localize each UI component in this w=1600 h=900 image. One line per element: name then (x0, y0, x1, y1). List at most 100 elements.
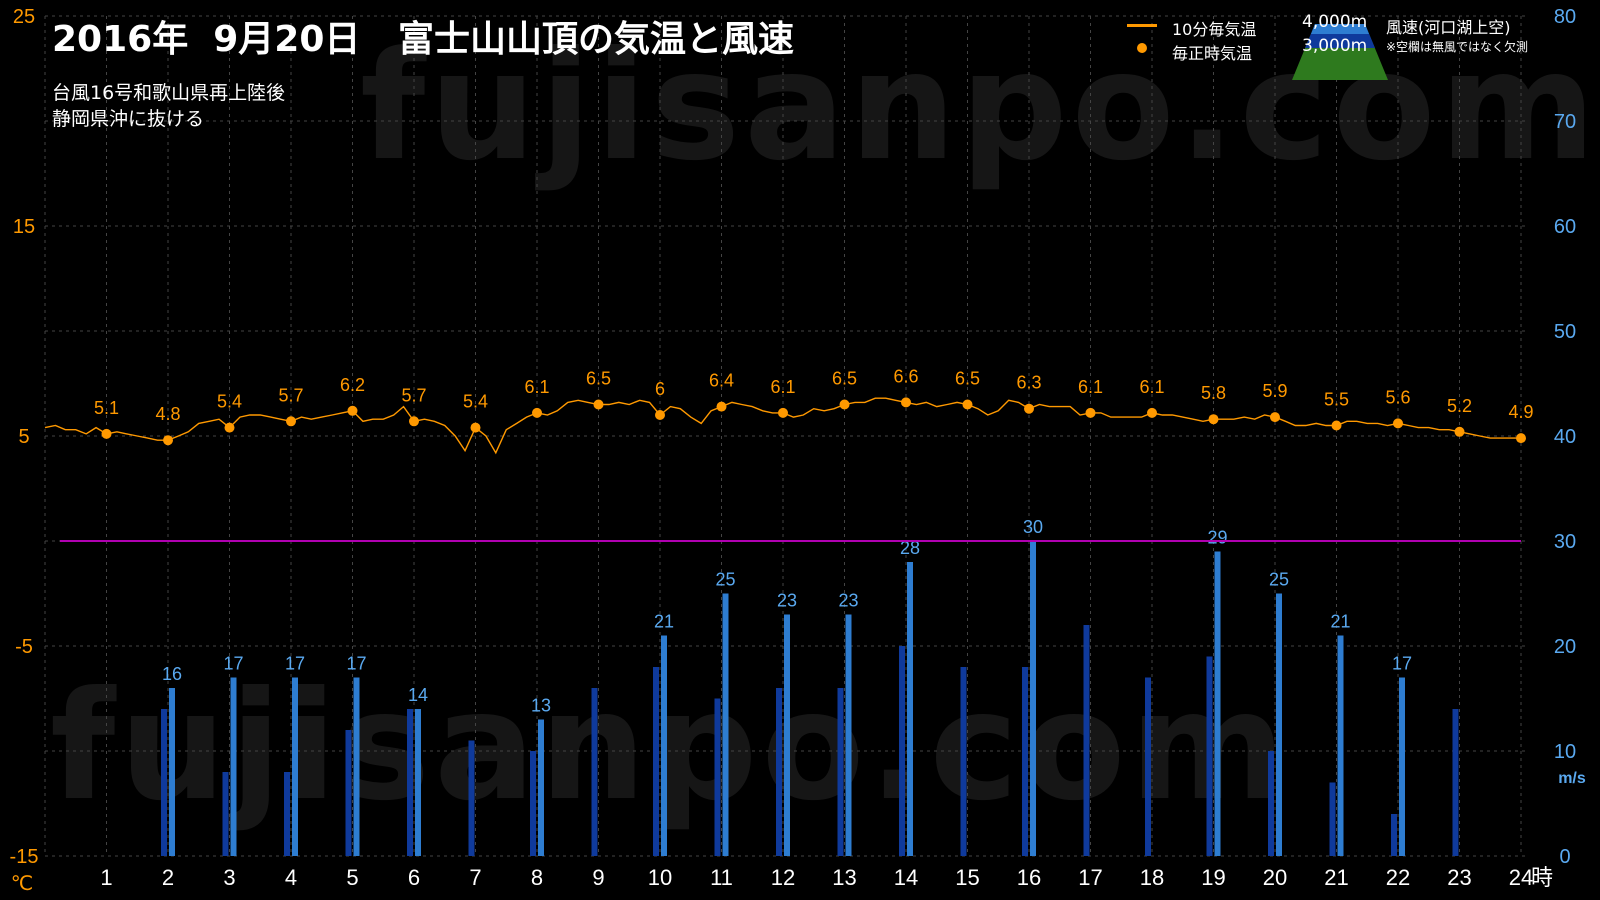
wind-label-4000m: 14 (408, 685, 428, 705)
left-axis-tick: -5 (15, 636, 33, 658)
left-axis-tick: 5 (18, 426, 29, 448)
wind-bar-3000m (714, 698, 721, 856)
temperature-value-label: 5.7 (401, 385, 426, 405)
wind-bar-4000m (169, 688, 175, 856)
right-axis-tick: 60 (1554, 216, 1576, 238)
temperature-value-label: 4.8 (155, 404, 180, 424)
legend-line-swatch (1127, 24, 1157, 27)
wind-bar-4000m (907, 562, 913, 856)
temperature-value-label: 5.6 (1385, 387, 1410, 407)
wind-bar-4000m (1399, 677, 1405, 856)
wind-label-4000m: 23 (777, 591, 797, 611)
left-axis-unit: ℃ (11, 871, 33, 895)
temperature-hourly-dot (347, 405, 358, 416)
x-axis-tick: 11 (710, 865, 733, 890)
temperature-value-label: 5.1 (94, 398, 119, 418)
x-axis-tick: 3 (223, 865, 235, 890)
temperature-hourly-dot (778, 407, 788, 418)
wind-bar-3000m (345, 730, 352, 856)
right-axis-tick: 40 (1554, 426, 1576, 448)
wind-bar-4000m (661, 635, 667, 856)
wind-label-4000m: 17 (1392, 654, 1412, 674)
right-axis-unit: m/s (1558, 770, 1586, 787)
wind-bar-4000m (1214, 551, 1221, 856)
wind-bar-4000m (1337, 635, 1344, 856)
temperature-value-label: 5.9 (1262, 381, 1287, 401)
watermark-top: fujisanpo.com (360, 20, 1600, 194)
wind-bar-4000m (292, 677, 298, 856)
legend-dot-swatch (1137, 43, 1147, 53)
temperature-value-label: 6.1 (524, 377, 549, 397)
wind-bar-3000m (284, 772, 290, 856)
wind-bar-3000m (1452, 709, 1459, 856)
temperature-hourly-dot (470, 422, 481, 433)
right-axis-tick: 70 (1554, 111, 1576, 133)
temperature-hourly-dot (1454, 426, 1465, 437)
wind-bar-3000m (1391, 814, 1397, 856)
temperature-value-label: 6.5 (832, 369, 857, 389)
x-axis-tick: 21 (1324, 865, 1348, 890)
temperature-value-label: 5.8 (1201, 383, 1226, 403)
temperature-value-label: 5.4 (463, 392, 488, 412)
wind-label-4000m: 16 (162, 664, 182, 684)
mountain-icon (1292, 24, 1388, 80)
temperature-value-label: 6.2 (340, 375, 365, 395)
wind-bar-3000m (1206, 656, 1213, 856)
x-axis-tick: 7 (469, 865, 481, 890)
left-axis-tick: -15 (10, 846, 39, 868)
right-axis-tick: 10 (1554, 741, 1576, 763)
chart-title: 2016年 9月20日 富士山山頂の気温と風速 (52, 19, 795, 60)
x-axis-tick: 18 (1140, 865, 1164, 890)
wind-bar-4000m (1030, 541, 1036, 856)
wind-label-4000m: 30 (1023, 517, 1043, 537)
temperature-value-label: 6.5 (955, 369, 980, 389)
note-line-2: 静岡県沖に抜ける (52, 108, 205, 130)
left-axis-tick: 25 (13, 6, 35, 28)
wind-bar-3000m (161, 709, 167, 856)
wind-bar-3000m (468, 740, 475, 856)
x-axis-tick: 12 (771, 865, 795, 890)
temperature-hourly-dot (1270, 412, 1280, 423)
temperature-hourly-dot (1516, 433, 1526, 444)
temperature-value-label: 5.2 (1447, 396, 1472, 416)
x-axis-tick: 1 (100, 865, 112, 890)
wind-bar-4000m (353, 677, 360, 856)
temperature-hourly-dot (655, 410, 665, 420)
temperature-value-label: 6 (655, 379, 665, 399)
x-axis-tick: 24 (1509, 865, 1533, 890)
temperature-hourly-dot (532, 407, 542, 418)
x-axis-tick: 23 (1447, 865, 1471, 890)
x-axis-tick: 19 (1201, 865, 1225, 890)
temperature-hourly-dot (101, 428, 112, 439)
temperature-hourly-dot (1085, 407, 1096, 418)
temperature-hourly-dot (1331, 420, 1342, 431)
wind-bar-3000m (1145, 677, 1151, 856)
x-axis-tick: 10 (648, 865, 672, 890)
temperature-value-label: 6.1 (770, 377, 795, 397)
wind-bar-3000m (776, 688, 782, 856)
x-axis-tick: 5 (346, 865, 358, 890)
temperature-value-label: 4.9 (1508, 402, 1533, 422)
left-axis-tick: 15 (13, 216, 35, 238)
right-axis-tick: 0 (1559, 846, 1570, 868)
note-line-1: 台風16号和歌山県再上陸後 (52, 82, 286, 104)
temperature-value-label: 6.5 (586, 369, 611, 389)
wind-label-4000m: 17 (285, 654, 305, 674)
wind-bar-3000m (1329, 782, 1336, 856)
wind-bar-4000m (722, 593, 729, 856)
legend-alt-3000: 3,000m (1302, 36, 1368, 56)
wind-label-4000m: 23 (838, 591, 858, 611)
legend-temp-line-label: 10分毎気温 (1172, 20, 1257, 39)
wind-bar-3000m (407, 709, 413, 856)
temperature-hourly-dot (901, 397, 911, 408)
temperature-value-label: 5.4 (217, 392, 242, 412)
temperature-value-label: 6.6 (893, 366, 918, 386)
legend-alt-4000: 4,000m (1302, 12, 1368, 32)
temperature-hourly-dot (839, 399, 850, 410)
temperature-value-label: 6.1 (1139, 377, 1164, 397)
temperature-value-label: 5.7 (278, 385, 303, 405)
x-axis-tick: 4 (285, 865, 297, 890)
x-axis-tick: 14 (894, 865, 918, 890)
x-axis-tick: 17 (1078, 865, 1102, 890)
